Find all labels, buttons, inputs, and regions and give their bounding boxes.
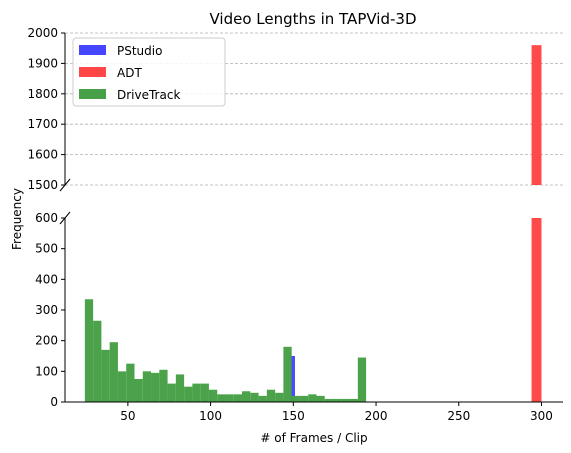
bar-drivetrack <box>333 398 342 402</box>
y-axis-label: Frequency <box>10 188 24 250</box>
bar-drivetrack <box>84 299 94 402</box>
y-tick-label: 400 <box>35 272 58 286</box>
y-tick-label: 500 <box>35 242 58 256</box>
bar-drivetrack <box>126 363 135 402</box>
x-tick-label: 300 <box>530 409 553 423</box>
y-tick-label: 1500 <box>27 178 58 192</box>
chart-title: Video Lengths in TAPVid-3D <box>210 10 417 28</box>
bar-drivetrack <box>192 383 201 402</box>
y-tick-label: 0 <box>50 395 58 409</box>
y-tick-label: 1600 <box>27 148 58 162</box>
bar-drivetrack <box>242 391 251 402</box>
bar-drivetrack <box>142 371 152 402</box>
bar-drivetrack <box>324 398 334 402</box>
legend-label-drivetrack: DriveTrack <box>117 88 180 102</box>
bar-drivetrack <box>283 346 292 402</box>
bar-drivetrack <box>101 349 110 402</box>
bar-drivetrack <box>250 392 259 402</box>
y-tick-label: 600 <box>35 211 58 225</box>
x-tick-label: 50 <box>120 409 135 423</box>
y-tick-label: 200 <box>35 334 58 348</box>
x-tick-label: 200 <box>365 409 388 423</box>
bar-drivetrack <box>349 398 358 402</box>
bar-drivetrack <box>159 369 168 402</box>
bar-drivetrack <box>184 386 193 402</box>
tick-labels: 1500 1600 1700 1800 1900 2000 0 100 200 300 400 500… <box>27 26 552 423</box>
bar-adt <box>531 218 542 402</box>
legend-label-adt: ADT <box>117 66 142 80</box>
x-axis-label: # of Frames / Clip <box>260 431 367 445</box>
legend: PStudio ADT DriveTrack <box>72 37 226 107</box>
bar-drivetrack <box>357 357 367 402</box>
y-tick-label: 1700 <box>27 117 58 131</box>
bar-drivetrack <box>217 394 226 402</box>
y-tick-label: 2000 <box>27 26 58 40</box>
lower-panel-bars <box>84 218 542 402</box>
y-tick-label: 300 <box>35 303 58 317</box>
bar-drivetrack <box>167 383 176 402</box>
bar-drivetrack <box>151 372 160 402</box>
bar-drivetrack <box>208 389 218 402</box>
bar-drivetrack <box>134 379 143 402</box>
bar-drivetrack <box>117 371 127 402</box>
bar-drivetrack <box>275 392 284 402</box>
bar-drivetrack <box>291 395 300 402</box>
legend-box <box>72 37 226 107</box>
x-tick-label: 100 <box>199 409 222 423</box>
bar-drivetrack <box>266 389 276 402</box>
bar-pstudio <box>290 356 295 402</box>
y-tick-label: 100 <box>35 364 58 378</box>
bar-drivetrack <box>175 374 185 402</box>
bar-drivetrack <box>341 398 350 402</box>
y-tick-label: 1900 <box>27 56 58 70</box>
bar-drivetrack <box>308 394 317 402</box>
bar-drivetrack <box>316 395 325 402</box>
y-tick-label: 1800 <box>27 87 58 101</box>
upper-panel-bars <box>531 45 542 185</box>
bar-drivetrack <box>233 394 243 402</box>
legend-swatch-drivetrack <box>79 89 106 99</box>
bar-drivetrack <box>258 395 267 402</box>
legend-swatch-pstudio <box>79 45 106 55</box>
bar-drivetrack <box>200 383 209 402</box>
x-tick-label: 150 <box>282 409 305 423</box>
bar-drivetrack <box>93 320 102 402</box>
bar-drivetrack <box>109 342 118 402</box>
legend-label-pstudio: PStudio <box>117 44 162 58</box>
x-tick-label: 250 <box>447 409 470 423</box>
bar-drivetrack <box>299 395 309 402</box>
legend-swatch-adt <box>79 67 106 77</box>
bar-adt <box>531 45 542 185</box>
bar-drivetrack <box>225 394 234 402</box>
